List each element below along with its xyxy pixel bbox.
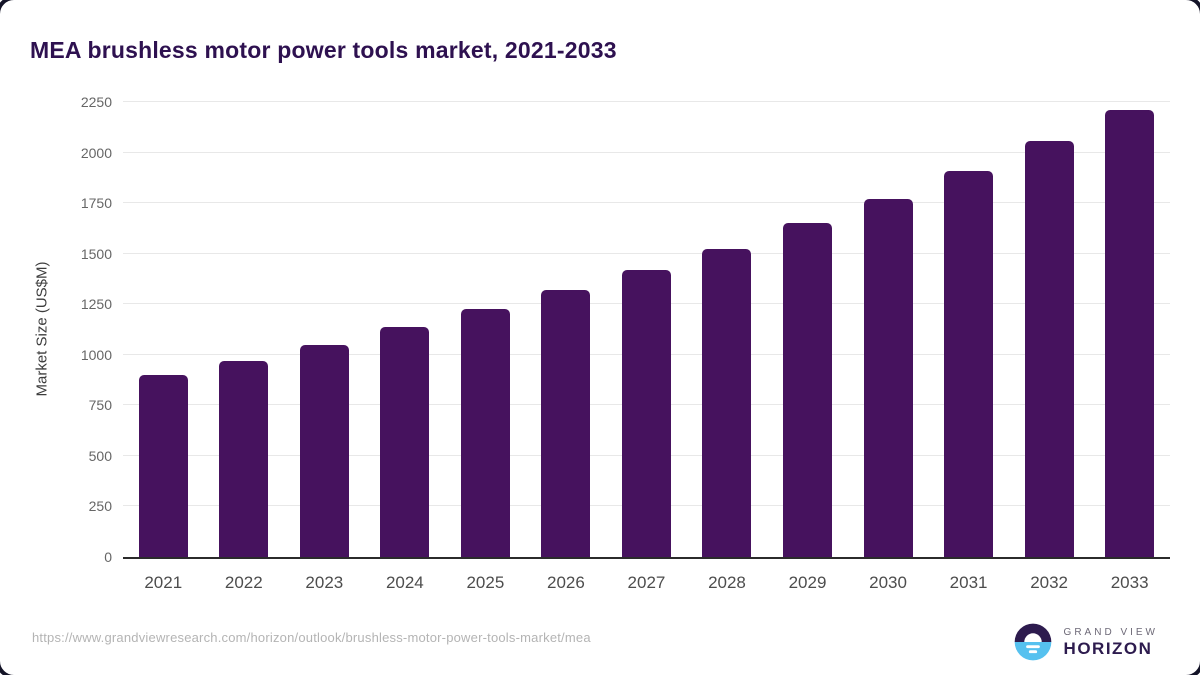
gridline: [123, 252, 1170, 254]
bar-2032: [1024, 141, 1074, 557]
bar-slot: 2026: [526, 102, 607, 592]
x-tick-label: 2024: [385, 573, 424, 592]
y-tick-label: 500: [88, 447, 112, 464]
y-tick-label: 0: [104, 549, 112, 565]
y-tick-label: 1750: [80, 195, 112, 212]
plot-area: 0 250 500 750 1000 1250 1500 1750 2000 2250 2021 2…: [81, 95, 1170, 592]
bar-2033: [1105, 110, 1155, 557]
logo-horizon-text: HORIZON: [1063, 639, 1153, 658]
bar-slot: 2031: [928, 102, 1009, 592]
bar-2024: [380, 327, 430, 557]
x-tick-label: 2026: [547, 573, 585, 592]
y-tick-label: 1250: [80, 296, 112, 313]
y-tick-label: 2250: [80, 94, 112, 110]
x-tick-label: 2031: [949, 573, 988, 592]
x-tick-label: 2021: [144, 573, 183, 592]
grandview-horizon-logo: GRAND VIEW HORIZON: [1011, 619, 1158, 665]
y-tick-label: 1500: [80, 245, 112, 262]
bar-slot: 2027: [606, 102, 687, 592]
bar-2021: [138, 375, 188, 557]
x-tick-label: 2029: [788, 573, 827, 592]
page-title: MEA brushless motor power tools market, …: [30, 37, 617, 64]
y-axis-ticks: 0 250 500 750 1000 1250 1500 1750 2000 2250: [42, 95, 112, 564]
logo-wordmark: GRAND VIEW HORIZON: [1064, 626, 1158, 658]
x-tick-label: 2028: [708, 573, 746, 592]
y-tick-label: 2000: [80, 144, 112, 161]
horizon-sun-icon: [1014, 623, 1051, 661]
x-tick-label: 2022: [224, 573, 263, 592]
bar-slot: 2025: [445, 102, 526, 592]
bar-2025: [460, 309, 510, 557]
y-tick-label: 1000: [80, 346, 112, 363]
bar-slot: 2021: [123, 102, 204, 592]
x-tick-label: 2023: [305, 573, 344, 592]
x-tick-label: 2027: [627, 573, 666, 592]
y-tick-label: 750: [88, 397, 112, 414]
x-tick-label: 2030: [869, 573, 907, 592]
bar-slot: 2033: [1089, 102, 1170, 592]
gridline: [123, 202, 1170, 204]
bar-slot: 2023: [284, 102, 365, 592]
bar-2030: [863, 199, 913, 557]
bar-2026: [541, 290, 591, 557]
gridline: [123, 101, 1170, 102]
y-tick-label: 250: [88, 498, 112, 515]
bar-slot: 2029: [767, 102, 848, 592]
bar-slot: 2030: [848, 102, 929, 592]
bar-2022: [219, 360, 269, 557]
logo-grand-view-text: GRAND VIEW: [1063, 627, 1158, 638]
gridline: [123, 151, 1170, 153]
bar-2023: [299, 344, 349, 557]
x-tick-label: 2032: [1030, 573, 1069, 592]
bars-container: 2021 2022 2023 2024 2025 2026 2027 2028 2029 2030…: [123, 102, 1170, 592]
x-tick-label: 2025: [466, 573, 505, 592]
bar-slot: 2028: [687, 102, 768, 592]
bar-2028: [702, 248, 752, 557]
bar-2027: [621, 269, 671, 557]
bar-slot: 2024: [365, 102, 446, 592]
bar-2029: [783, 223, 833, 557]
bar-slot: 2032: [1009, 102, 1090, 592]
source-url: https://www.grandviewresearch.com/horizo…: [32, 630, 591, 645]
bar-2031: [944, 170, 994, 557]
bar-slot: 2022: [204, 102, 285, 592]
x-tick-label: 2033: [1110, 573, 1149, 592]
